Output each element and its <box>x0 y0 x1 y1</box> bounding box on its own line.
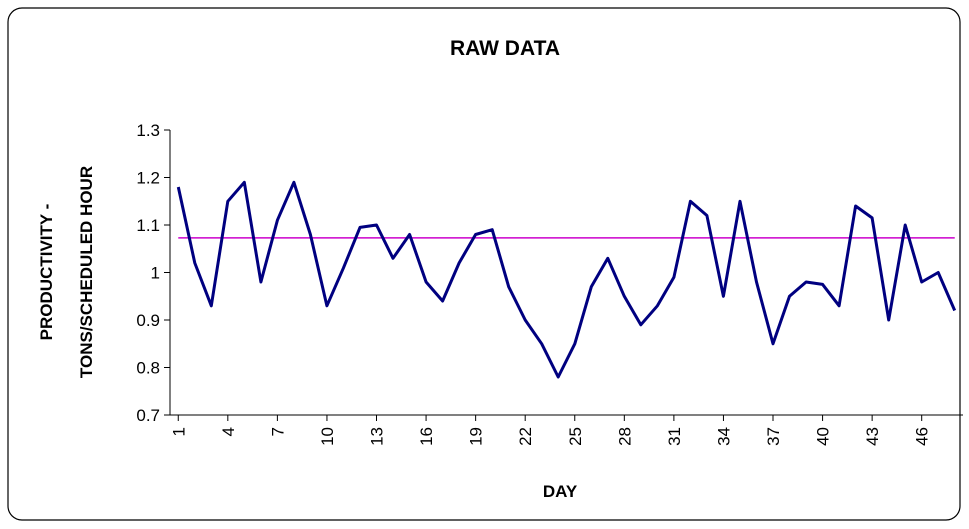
y-tick-label: 0.9 <box>136 311 160 330</box>
x-tick-label: 7 <box>268 427 287 436</box>
x-tick-label: 4 <box>219 427 238 436</box>
y-tick-label: 1.2 <box>136 169 160 188</box>
y-axis-title-line: PRODUCTIVITY - <box>37 204 56 341</box>
x-tick-label: 31 <box>665 427 684 446</box>
data-line <box>176 180 957 379</box>
x-tick-label: 25 <box>566 427 585 446</box>
y-axis-title-line: TONS/SCHEDULED HOUR <box>77 166 96 378</box>
x-tick-label: 22 <box>516 427 535 446</box>
x-tick-label: 19 <box>467 427 486 446</box>
x-tick-label: 28 <box>615 427 634 446</box>
x-tick-label: 43 <box>863 427 882 446</box>
x-tick-label: 13 <box>368 427 387 446</box>
chart-title: RAW DATA <box>450 37 560 60</box>
x-tick-label: 46 <box>913 427 932 446</box>
x-tick-label: 40 <box>814 427 833 446</box>
chart-border <box>7 7 961 521</box>
y-tick-label: 0.7 <box>136 406 160 425</box>
y-tick-label: 1.1 <box>136 216 160 235</box>
y-tick-label: 0.8 <box>136 359 160 378</box>
x-tick-label: 37 <box>764 427 783 446</box>
y-axis-title: PRODUCTIVITY - TONS/SCHEDULED HOUR <box>37 166 96 378</box>
y-tick-label: 1 <box>151 264 160 283</box>
x-tick-label: 16 <box>417 427 436 446</box>
x-tick-label: 34 <box>714 427 733 446</box>
x-tick-label: 10 <box>318 427 337 446</box>
x-tick-label: 1 <box>169 427 188 436</box>
y-tick-label: 1.3 <box>136 121 160 140</box>
x-axis-title: DAY <box>543 482 578 501</box>
